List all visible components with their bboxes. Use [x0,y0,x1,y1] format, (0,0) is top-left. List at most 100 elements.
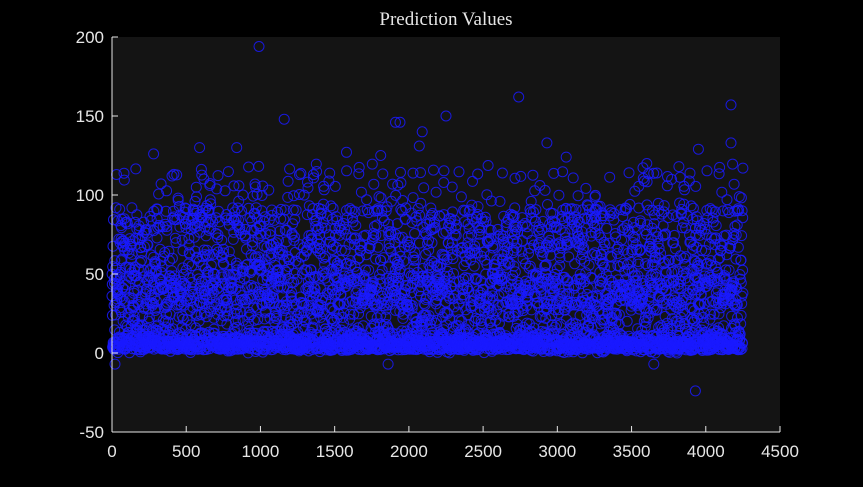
data-point [236,205,248,217]
data-point [447,206,458,218]
data-point [559,227,571,238]
data-point [690,211,702,223]
data-point [130,270,142,282]
data-point [421,271,432,283]
data-point [369,294,381,306]
data-point [324,167,336,179]
data-point [202,266,214,278]
data-point [736,298,748,310]
data-point [205,198,217,210]
data-point [353,308,365,320]
data-point [171,299,183,311]
data-point [563,251,575,263]
data-point [438,250,450,262]
data-point [429,221,441,233]
data-point [668,229,680,241]
data-point [148,148,160,160]
data-point [737,212,749,224]
data-point [536,272,548,284]
data-point [567,322,579,334]
data-point [166,170,178,182]
data-point [236,290,247,302]
data-point [271,242,283,254]
data-point [737,287,749,299]
data-point [375,192,387,204]
data-point [557,166,569,178]
data-point [526,304,537,316]
data-point [249,181,261,193]
data-point [128,285,140,297]
data-point [118,174,130,186]
data-point [239,223,251,235]
data-point [204,194,216,206]
data-point [692,143,704,155]
data-point [161,221,173,232]
data-point [735,318,747,330]
data-point [153,188,165,200]
y-axis-ticks: -50 0 50 100 150 200 [76,28,118,442]
data-point [308,172,320,184]
data-point [604,171,616,183]
data-point [277,290,288,302]
data-point [736,205,748,217]
data-point [729,220,741,232]
data-point [233,195,245,207]
data-point [455,191,467,203]
data-point [140,224,152,236]
data-point [415,197,427,209]
data-point [530,342,542,354]
data-point [411,215,423,227]
data-point [466,229,478,241]
data-point [606,251,618,263]
data-point [709,260,721,272]
data-point [114,203,126,215]
data-point [338,317,349,329]
data-point [463,272,474,284]
data-point [345,259,357,271]
data-point [107,261,119,273]
data-point [735,309,747,321]
data-point [727,158,739,170]
data-point [161,185,173,197]
data-point [367,276,379,288]
data-point [728,178,740,190]
data-point [383,261,395,273]
data-point [355,244,367,256]
data-point [480,292,492,304]
data-point [347,216,359,228]
data-point [282,175,294,187]
data-point [329,180,341,192]
data-point [356,240,368,252]
data-point [159,218,171,230]
data-point [249,207,261,219]
data-point [247,282,259,294]
data-point [170,237,182,249]
data-point [407,167,419,179]
data-point [567,172,579,184]
data-point [714,252,726,264]
data-point [212,170,224,182]
data-point [618,294,630,305]
data-point [698,317,710,329]
y-tick-label: 150 [76,107,104,126]
data-point [699,223,711,235]
data-point [521,221,533,233]
data-point [601,222,613,234]
data-point [530,204,542,216]
data-point [208,323,220,335]
data-point [311,166,323,177]
data-point [589,189,601,201]
data-point [246,264,258,276]
data-point [560,274,572,286]
data-point [572,324,584,335]
data-point [485,195,497,207]
data-point [700,228,712,240]
data-point [378,252,390,264]
data-point [628,216,640,228]
data-point [644,290,656,302]
data-point [218,247,229,259]
data-point [156,261,168,273]
data-point [308,169,319,181]
data-point [439,270,451,282]
data-point [395,177,407,189]
